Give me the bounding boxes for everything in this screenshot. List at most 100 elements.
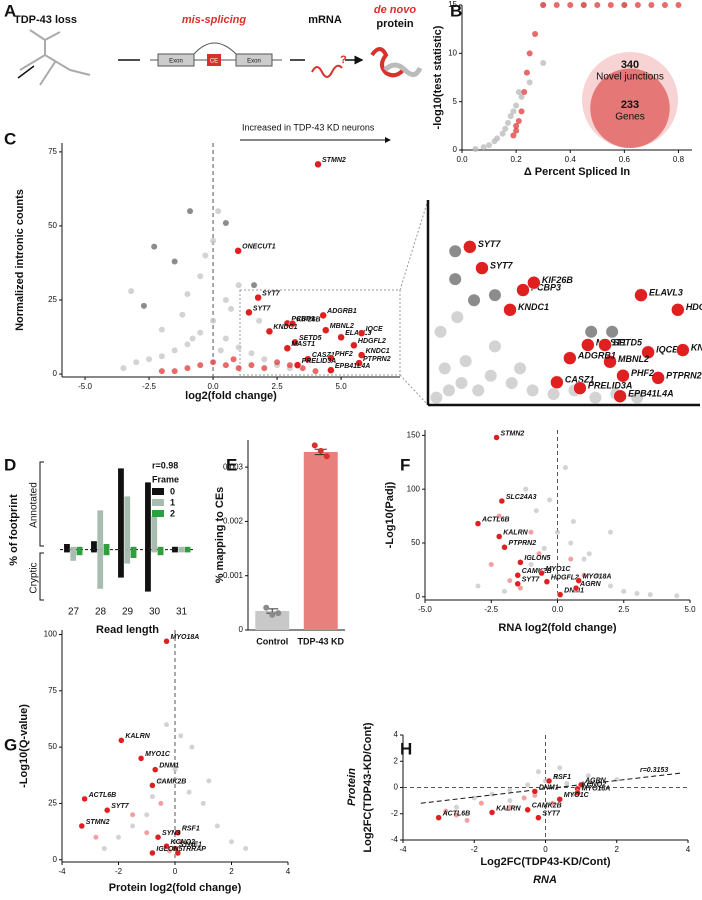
x-tick-label: TDP-43 KD bbox=[297, 636, 344, 646]
x-tick-label: 2.5 bbox=[618, 605, 630, 614]
point bbox=[187, 208, 194, 215]
point bbox=[507, 804, 513, 810]
bar bbox=[70, 546, 77, 550]
annotation: Increased in TDP-43 KD neurons bbox=[242, 122, 375, 132]
point bbox=[261, 356, 268, 363]
x-tick-label: -5.0 bbox=[78, 382, 92, 391]
gene-label: MAST1 bbox=[291, 341, 315, 348]
point bbox=[585, 325, 598, 338]
point bbox=[179, 311, 186, 318]
point bbox=[214, 823, 220, 829]
gene-point bbox=[501, 544, 508, 551]
y-axis-label: -log10(test statistic) bbox=[432, 25, 444, 129]
gene-label: PTPRN2 bbox=[363, 356, 391, 363]
gene-label: SYT7 bbox=[490, 260, 514, 270]
point bbox=[480, 144, 487, 151]
point bbox=[488, 561, 494, 567]
point bbox=[502, 125, 509, 132]
point bbox=[261, 365, 268, 372]
point bbox=[536, 551, 542, 557]
x-tick-label: 28 bbox=[95, 607, 107, 618]
x-tick-label: 0.0 bbox=[552, 605, 564, 614]
gene-label: STMN2 bbox=[86, 819, 110, 826]
point bbox=[120, 365, 127, 372]
gene-label: KNDC1 bbox=[518, 302, 549, 312]
point bbox=[172, 767, 178, 773]
legend-label: 0 bbox=[170, 486, 175, 496]
gene-label: PHF2 bbox=[335, 351, 353, 358]
venn-label: Genes bbox=[615, 112, 644, 123]
y-tick-label: 50 bbox=[48, 742, 57, 751]
point bbox=[585, 773, 591, 779]
gene-label: STMN2 bbox=[501, 430, 525, 437]
gene-label: DNM1 bbox=[159, 762, 179, 769]
point bbox=[517, 585, 523, 591]
point bbox=[158, 800, 164, 806]
point bbox=[248, 362, 255, 369]
point bbox=[478, 800, 484, 806]
gene-point bbox=[327, 366, 335, 374]
point bbox=[553, 2, 560, 8]
bar bbox=[184, 546, 191, 550]
point bbox=[455, 377, 468, 390]
gene-point bbox=[556, 796, 563, 803]
point bbox=[222, 296, 229, 303]
panel-label: G bbox=[4, 735, 17, 754]
gene-point bbox=[575, 577, 582, 584]
gene-label: EPB41L4A bbox=[335, 363, 370, 370]
gene-label: SYT7 bbox=[111, 803, 130, 810]
gene-point bbox=[103, 806, 111, 814]
point bbox=[178, 839, 184, 845]
bar bbox=[76, 549, 83, 556]
x-axis-label: RNA log2(fold change) bbox=[498, 622, 616, 634]
point bbox=[158, 326, 165, 333]
gene-point bbox=[174, 849, 182, 857]
point bbox=[581, 572, 587, 578]
point bbox=[608, 583, 613, 589]
x-tick-label: 30 bbox=[149, 607, 161, 618]
y-axis-label: % mapping to CEs bbox=[214, 487, 226, 584]
gene-point bbox=[488, 809, 496, 816]
point bbox=[189, 744, 195, 750]
point bbox=[471, 795, 477, 801]
point bbox=[189, 335, 196, 342]
gene-label: SYNE1 bbox=[179, 841, 202, 848]
bar bbox=[184, 549, 191, 553]
gene-point bbox=[435, 814, 442, 821]
gene-label: RSF1 bbox=[182, 826, 200, 833]
legend-swatch bbox=[152, 499, 164, 506]
point bbox=[513, 122, 520, 129]
gene-point bbox=[613, 389, 627, 403]
gene-point bbox=[357, 351, 366, 359]
point bbox=[430, 391, 443, 404]
bar bbox=[91, 541, 97, 550]
venn-number: 233 bbox=[621, 99, 639, 111]
point bbox=[171, 368, 178, 375]
point bbox=[661, 2, 668, 8]
bar bbox=[178, 549, 185, 553]
gene-point bbox=[293, 361, 302, 369]
point bbox=[562, 465, 568, 471]
point bbox=[235, 282, 242, 289]
x-tick-label: 0 bbox=[543, 845, 548, 854]
x-tick-label: 27 bbox=[68, 607, 80, 618]
point bbox=[251, 282, 258, 289]
gene-label: PTPRN2 bbox=[509, 540, 537, 547]
gene-label: CAMK2B bbox=[156, 778, 186, 785]
x-axis-label: Read length bbox=[96, 624, 159, 636]
gene-label: KCNQ2 bbox=[171, 839, 196, 846]
point bbox=[312, 368, 319, 375]
gene-label: SLC24A3 bbox=[506, 494, 537, 501]
gene-point bbox=[550, 375, 564, 390]
point bbox=[540, 60, 547, 66]
gene-point bbox=[616, 368, 630, 383]
gene-point bbox=[498, 497, 506, 505]
point bbox=[631, 391, 644, 404]
gene-label: ACTL6B bbox=[481, 516, 510, 523]
bar bbox=[97, 510, 104, 550]
x-tick-label: -2.5 bbox=[484, 605, 498, 614]
point bbox=[116, 834, 121, 840]
point bbox=[235, 365, 242, 372]
gene-label: CAMK2B bbox=[522, 568, 552, 575]
gene-label: MYO1C bbox=[145, 751, 171, 758]
